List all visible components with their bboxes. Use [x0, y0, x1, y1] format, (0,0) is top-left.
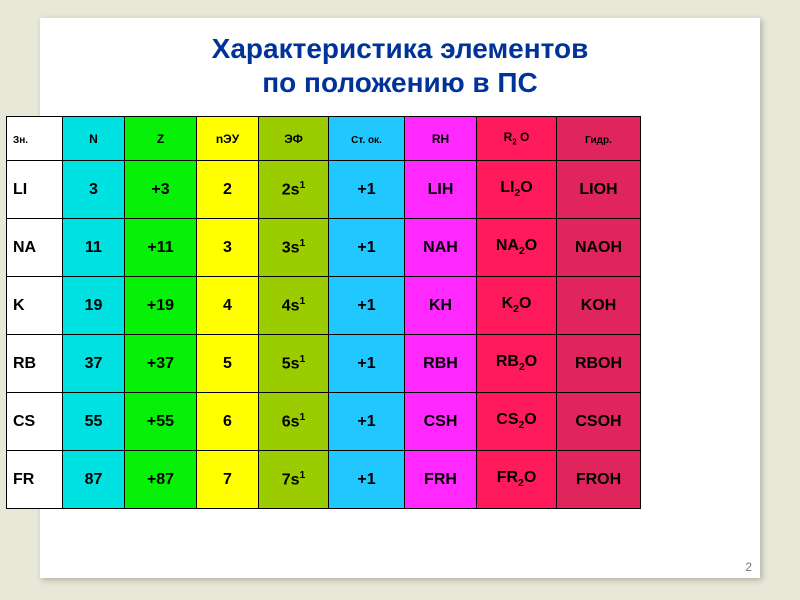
cell-RH: NAH [405, 219, 477, 277]
cell-symbol: NA [7, 219, 63, 277]
title-line-1: Характеристика элементов [212, 33, 589, 64]
cell-EF: 6s1 [259, 393, 329, 451]
cell-Z: +87 [125, 451, 197, 509]
cell-N: 19 [63, 277, 125, 335]
cell-Z: +19 [125, 277, 197, 335]
cell-R2O: CS2O [477, 393, 557, 451]
cell-RH: FRH [405, 451, 477, 509]
cell-ox: +1 [329, 277, 405, 335]
cell-symbol: FR [7, 451, 63, 509]
cell-nEU: 6 [197, 393, 259, 451]
col-header-EF: ЭФ [259, 117, 329, 161]
cell-EF: 3s1 [259, 219, 329, 277]
cell-hyd: CSOH [557, 393, 641, 451]
col-header-R2O: R2 O [477, 117, 557, 161]
cell-hyd: KOH [557, 277, 641, 335]
cell-ox: +1 [329, 393, 405, 451]
cell-hyd: RBOH [557, 335, 641, 393]
title-line-2: по положению в ПС [262, 67, 537, 98]
table-row: RB37+3755s1+1RBHRB2ORBOH [7, 335, 641, 393]
table-body: LI3+322s1+1LIHLI2OLIOHNA11+1133s1+1NAHNA… [7, 161, 641, 509]
cell-EF: 2s1 [259, 161, 329, 219]
cell-symbol: CS [7, 393, 63, 451]
cell-EF: 4s1 [259, 277, 329, 335]
cell-R2O: NA2O [477, 219, 557, 277]
col-header-Z: Z [125, 117, 197, 161]
table-row: K19+1944s1+1KHK2OKOH [7, 277, 641, 335]
slide-title: Характеристика элементов по положению в … [40, 32, 760, 99]
cell-nEU: 2 [197, 161, 259, 219]
col-header-ox: Ст. ок. [329, 117, 405, 161]
table-header-row: Зн. N Z nЭУ ЭФ Ст. ок. RH R2 O Гидр. [7, 117, 641, 161]
cell-ox: +1 [329, 451, 405, 509]
cell-RH: CSH [405, 393, 477, 451]
cell-N: 37 [63, 335, 125, 393]
cell-Z: +11 [125, 219, 197, 277]
col-header-RH: RH [405, 117, 477, 161]
cell-N: 11 [63, 219, 125, 277]
cell-N: 55 [63, 393, 125, 451]
cell-RH: LIH [405, 161, 477, 219]
cell-N: 87 [63, 451, 125, 509]
cell-Z: +55 [125, 393, 197, 451]
cell-Z: +37 [125, 335, 197, 393]
table-row: NA11+1133s1+1NAHNA2ONAOH [7, 219, 641, 277]
col-header-hydroxide: Гидр. [557, 117, 641, 161]
cell-hyd: FROH [557, 451, 641, 509]
cell-ox: +1 [329, 335, 405, 393]
cell-N: 3 [63, 161, 125, 219]
cell-symbol: RB [7, 335, 63, 393]
cell-hyd: LIOH [557, 161, 641, 219]
cell-RH: KH [405, 277, 477, 335]
cell-EF: 5s1 [259, 335, 329, 393]
cell-nEU: 7 [197, 451, 259, 509]
cell-EF: 7s1 [259, 451, 329, 509]
cell-ox: +1 [329, 161, 405, 219]
cell-RH: RBH [405, 335, 477, 393]
cell-R2O: K2O [477, 277, 557, 335]
cell-nEU: 5 [197, 335, 259, 393]
col-header-symbol: Зн. [7, 117, 63, 161]
cell-ox: +1 [329, 219, 405, 277]
cell-nEU: 3 [197, 219, 259, 277]
table-row: CS55+5566s1+1CSHCS2OCSOH [7, 393, 641, 451]
cell-Z: +3 [125, 161, 197, 219]
col-header-N: N [63, 117, 125, 161]
cell-symbol: K [7, 277, 63, 335]
cell-hyd: NAOH [557, 219, 641, 277]
page-number: 2 [745, 560, 752, 574]
elements-table: Зн. N Z nЭУ ЭФ Ст. ок. RH R2 O Гидр. LI3… [6, 116, 641, 509]
table-row: LI3+322s1+1LIHLI2OLIOH [7, 161, 641, 219]
cell-R2O: RB2O [477, 335, 557, 393]
cell-nEU: 4 [197, 277, 259, 335]
table-row: FR87+8777s1+1FRHFR2OFROH [7, 451, 641, 509]
slide-background: Характеристика элементов по положению в … [40, 18, 760, 578]
cell-R2O: FR2O [477, 451, 557, 509]
cell-R2O: LI2O [477, 161, 557, 219]
col-header-nEU: nЭУ [197, 117, 259, 161]
cell-symbol: LI [7, 161, 63, 219]
